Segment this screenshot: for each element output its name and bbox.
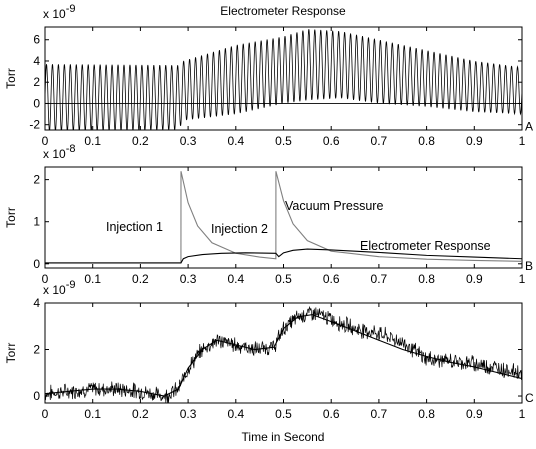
panel-tag: C	[525, 391, 534, 405]
x-tick-label: 0.6	[323, 272, 340, 286]
y-tick-label: -2	[29, 118, 40, 132]
panel-tag: B	[525, 259, 533, 273]
x-tick-label: 0.2	[132, 134, 149, 148]
y-tick-label: 4	[33, 54, 40, 68]
x-tick-label: 0.5	[275, 134, 292, 148]
x-tick-label: 0.2	[132, 272, 149, 286]
x-tick-label: 0.5	[275, 407, 292, 421]
y-tick-label: 0	[33, 257, 40, 271]
figure-title: Electrometer Response	[220, 4, 346, 18]
x-tick-label: 0.3	[180, 407, 197, 421]
y-tick-label: 6	[33, 33, 40, 47]
y-tick-label: 1	[33, 215, 40, 229]
y-tick-label: 0	[33, 389, 40, 403]
y-tick-label: 2	[33, 173, 40, 187]
annotation: Vacuum Pressure	[285, 199, 383, 213]
x-tick-label: 0.1	[84, 134, 101, 148]
series-line-oscillating	[45, 29, 522, 130]
x-tick-label: 0.7	[371, 272, 388, 286]
y-tick-label: 2	[33, 343, 40, 357]
x-tick-label: 0.9	[466, 407, 483, 421]
series-line-smooth	[45, 314, 522, 397]
series-line-noisy	[45, 305, 522, 403]
x-tick-label: 0.9	[466, 134, 483, 148]
plot-frame	[44, 166, 523, 269]
x-tick-label: 0.1	[84, 407, 101, 421]
x-tick-label: 0.7	[371, 134, 388, 148]
x-axis-label: Time in Second	[242, 430, 325, 444]
y-tick-label: 0	[33, 96, 40, 110]
x-tick-label: 0	[42, 407, 49, 421]
x-tick-label: 0	[42, 272, 49, 286]
x-tick-label: 1	[519, 272, 526, 286]
x-tick-label: 0.6	[323, 134, 340, 148]
x-tick-label: 0.7	[371, 407, 388, 421]
y-axis-label: Torr	[4, 68, 18, 89]
panel-tag: A	[525, 120, 533, 134]
x-tick-label: 0.4	[227, 407, 244, 421]
x-tick-label: 0.2	[132, 407, 149, 421]
y-tick-label: 4	[33, 296, 40, 310]
y-exponent-label: x 10-9	[43, 3, 75, 21]
y-tick-label: 2	[33, 75, 40, 89]
annotation: Injection 1	[106, 220, 163, 234]
panel-a: 0 0.1 0.2 0.3 0.4 0.5 0.6 0.7 0.8 0.9 1-20246Torrx…	[4, 3, 533, 148]
x-tick-label: 0	[42, 134, 49, 148]
x-tick-label: 0.3	[180, 134, 197, 148]
panels: 0 0.1 0.2 0.3 0.4 0.5 0.6 0.7 0.8 0.9 1-20246Torrx…	[4, 3, 534, 421]
x-tick-label: 0.4	[227, 134, 244, 148]
x-tick-label: 0.9	[466, 272, 483, 286]
x-tick-label: 0.1	[84, 272, 101, 286]
x-tick-label: 0.8	[418, 134, 435, 148]
series-line-vacuum-pressure	[45, 171, 522, 264]
x-tick-label: 1	[519, 134, 526, 148]
x-tick-label: 0.4	[227, 272, 244, 286]
x-tick-label: 0.6	[323, 407, 340, 421]
annotation: Injection 2	[211, 222, 268, 236]
y-axis-label: Torr	[4, 207, 18, 228]
y-axis-label: Torr	[4, 343, 18, 364]
x-tick-label: 0.5	[275, 272, 292, 286]
x-tick-label: 1	[519, 407, 526, 421]
annotation: Electrometer Response	[360, 239, 491, 253]
x-tick-label: 0.3	[180, 272, 197, 286]
series-line-electrometer-response	[45, 248, 522, 264]
x-tick-label: 0.8	[418, 272, 435, 286]
x-tick-label: 0.8	[418, 407, 435, 421]
